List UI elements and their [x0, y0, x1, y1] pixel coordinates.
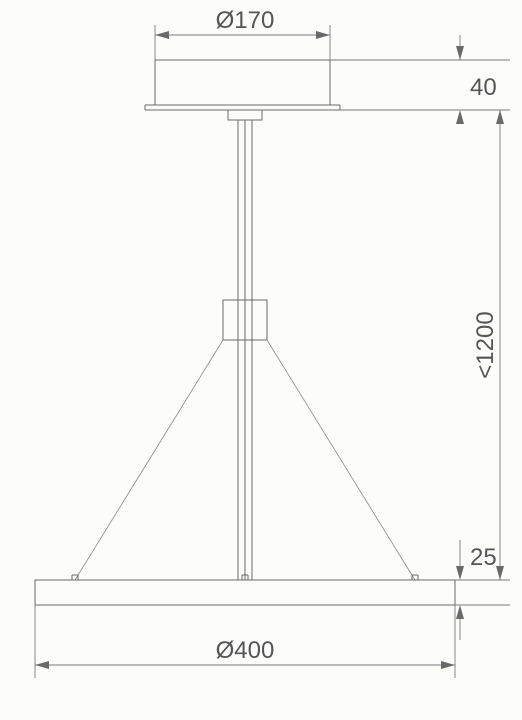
dim-1200-arr-top [496, 110, 504, 124]
dim-disc-dia-label: Ø400 [216, 637, 275, 664]
canopy-body [155, 60, 330, 105]
dim-40-arr-top [456, 46, 464, 60]
dim-25-arr-top [456, 566, 464, 580]
dim-canopy-dia-label: Ø170 [216, 7, 275, 34]
dim-40-arr-bot [456, 110, 464, 124]
dim-25-arr-bot [456, 605, 464, 619]
dim-40-label: 40 [470, 74, 497, 101]
wire-left [75, 340, 223, 580]
dim-disc-dia-arr-r [441, 661, 455, 669]
wire-right [267, 340, 415, 580]
dim-canopy-dia-arr-l [155, 31, 169, 39]
pendant-light-technical-drawing: Ø170 Ø400 40 <1200 25 [0, 0, 522, 720]
canopy-nipple [228, 110, 262, 120]
dim-canopy-dia-arr-r [316, 31, 330, 39]
dim-1200-label: <1200 [472, 311, 499, 378]
dim-1200-arr-bot [496, 566, 504, 580]
dim-25-label: 25 [470, 544, 497, 571]
dim-disc-dia-arr-l [35, 661, 49, 669]
led-disc [35, 580, 455, 605]
